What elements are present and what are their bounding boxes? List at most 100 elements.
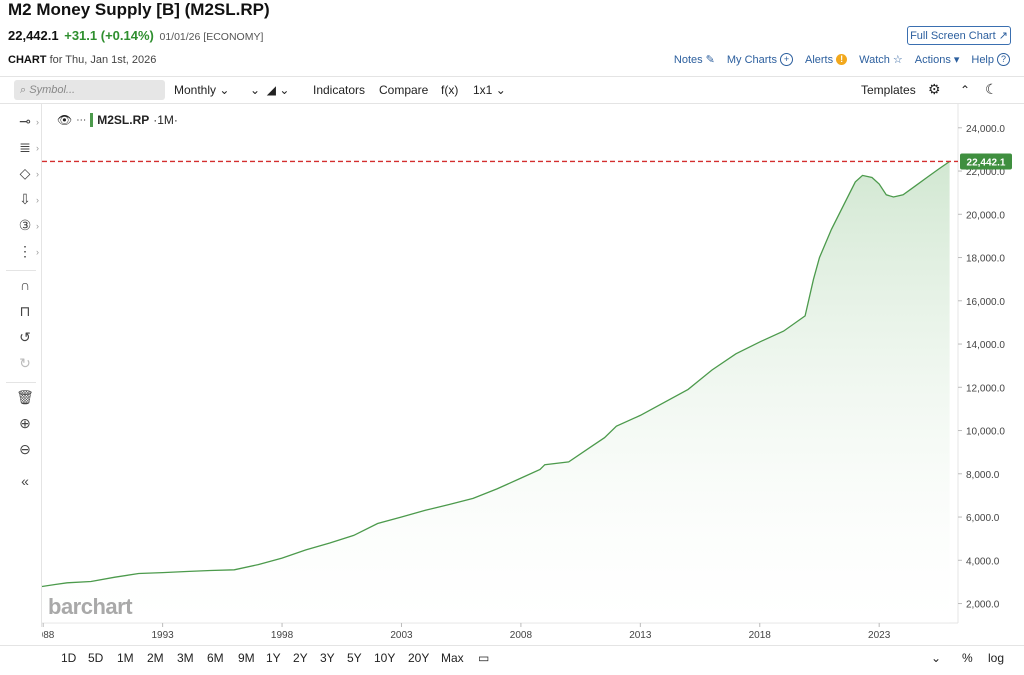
arrow-tool-icon[interactable]: ⇩ › [19, 191, 39, 207]
chart-date-label: CHART for Thu, Jan 1st, 2026 [8, 54, 156, 66]
range-bar [0, 645, 1024, 675]
range-2y[interactable]: 2Y [293, 651, 308, 665]
pattern-tool-icon[interactable]: ⋮ › [18, 243, 39, 259]
drawing-tools-panel: ⊸ › ≣ › ◇ › ⇩ › ③ › ⋮ › ∩ ⊓ ↺ ↻ 🗑 ⊕ ⊖ « [0, 104, 42, 627]
x-tick-label: 1993 [151, 630, 174, 641]
collapse-panel-icon[interactable]: « [21, 473, 29, 489]
collapse-up-icon[interactable]: ⌃ [960, 83, 971, 97]
range-1y[interactable]: 1Y [266, 651, 281, 665]
range-9m[interactable]: 9M [238, 651, 255, 665]
chart-type-dropdown[interactable]: ⌄ ◢ ⌄ [250, 83, 289, 97]
range-2m[interactable]: 2M [147, 651, 164, 665]
unlock-icon[interactable]: ⊓ [19, 303, 31, 319]
actions-menu[interactable]: Actions ▾ [915, 53, 960, 67]
layout-dropdown[interactable]: 1x1 ⌄ [473, 83, 506, 97]
period-label: Monthly [174, 83, 217, 97]
period-dropdown[interactable]: Monthly ⌄ [174, 83, 229, 97]
calendar-icon[interactable]: ▭ [478, 651, 490, 665]
y-tick-label: 18,000.0 [966, 254, 1005, 265]
help-link[interactable]: Help? [971, 53, 1010, 66]
range-3y[interactable]: 3Y [320, 651, 335, 665]
notes-link[interactable]: Notes ✎ [673, 53, 715, 67]
notes-label: Notes [673, 53, 703, 66]
barchart-watermark: barchart [48, 594, 133, 619]
x-tick-label: 2008 [510, 630, 533, 641]
zoom-in-icon[interactable]: ⊕ [19, 415, 31, 431]
x-tick-label: 1988 [42, 630, 55, 641]
y-tick-label: 24,000.0 [966, 124, 1005, 135]
chart-links: Notes ✎ My Charts + Alerts! Watch ☆ Actions… [662, 53, 1010, 66]
help-label: Help [971, 53, 994, 66]
range-1m[interactable]: 1M [117, 651, 134, 665]
price-chart[interactable]: 2,000.0 4,000.0 6,000.0 8,000.0 10,000.0 12,0… [42, 104, 1024, 645]
my-charts-link[interactable]: My Charts + [727, 53, 793, 66]
plus-circle-icon: + [780, 53, 793, 66]
series-legend[interactable]: 👁 ⋯ M2SL.RP ·1M· [57, 113, 178, 127]
legend-interval: ·1M· [153, 113, 178, 127]
price-change: +31.1 (+0.14%) [64, 28, 154, 43]
range-5d[interactable]: 5D [88, 651, 104, 665]
magnet-icon[interactable]: ∩ [19, 277, 31, 293]
area-chart-icon: ◢ [266, 83, 276, 97]
watch-link[interactable]: Watch ☆ [859, 53, 903, 67]
range-1d[interactable]: 1D [61, 651, 77, 665]
chevron-down-icon: ⌄ [250, 83, 261, 97]
quote-meta: 01/01/26 [ECONOMY] [159, 31, 264, 43]
range-3m[interactable]: 3M [177, 651, 194, 665]
chart-for-text: for Thu, Jan 1st, 2026 [49, 54, 157, 66]
number-marker-icon[interactable]: ③ › [18, 217, 39, 233]
range-5y[interactable]: 5Y [347, 651, 362, 665]
page-title: M2 Money Supply [B] (M2SL.RP) [8, 0, 270, 19]
y-tick-label: 6,000.0 [966, 513, 1000, 524]
series-color-swatch [90, 113, 94, 127]
y-tick-label: 2,000.0 [966, 600, 1000, 611]
legend-symbol: M2SL.RP [97, 113, 150, 127]
indicators-button[interactable]: Indicators [313, 83, 366, 97]
x-axis: 1988 1993 1998 2003 2008 2013 2018 2023 [42, 623, 891, 641]
full-screen-chart-button[interactable]: Full Screen Chart ↗ [907, 26, 1011, 45]
shapes-tool-icon[interactable]: ◇ › [19, 165, 39, 181]
chevron-down-icon: ⌄ [279, 83, 290, 97]
series-area [42, 161, 950, 623]
y-tick-label: 16,000.0 [966, 297, 1005, 308]
range-6m[interactable]: 6M [207, 651, 224, 665]
price-tag-box [960, 153, 1012, 170]
last-price-tag: 22,442.1 [960, 153, 1012, 170]
y-tick-label: 10,000.0 [966, 427, 1005, 438]
price-tag-label: 22,442.1 [967, 157, 1006, 168]
chevron-down-icon: ⌄ [495, 83, 506, 97]
edit-icon: ✎ [705, 54, 715, 66]
undo-icon[interactable]: ↺ [19, 329, 31, 345]
caret-down-icon: ▾ [953, 54, 960, 66]
redo-icon[interactable]: ↻ [19, 355, 31, 371]
search-placeholder: Symbol... [29, 84, 76, 96]
more-dots-icon[interactable]: ⋯ [76, 114, 87, 126]
y-tick-label: 14,000.0 [966, 340, 1005, 351]
log-toggle[interactable]: log [988, 651, 1005, 665]
range-max[interactable]: Max [441, 651, 464, 665]
range-10y[interactable]: 10Y [374, 651, 396, 665]
dark-mode-icon[interactable]: ☾ [985, 81, 998, 97]
chevron-down-icon: ⌄ [219, 83, 230, 97]
fibonacci-tool-icon[interactable]: ≣ › [19, 139, 39, 155]
y-tick-label: 12,000.0 [966, 383, 1005, 394]
function-button[interactable]: f(x) [441, 83, 459, 97]
templates-button[interactable]: Templates [861, 83, 916, 97]
quote-line: 22,442.1 +31.1 (+0.14%) 01/01/26 [ECONOM… [8, 28, 263, 43]
range-20y[interactable]: 20Y [408, 651, 430, 665]
layout-label: 1x1 [473, 83, 493, 97]
chart-label: CHART [8, 54, 47, 66]
x-tick-label: 2013 [629, 630, 652, 641]
alerts-link[interactable]: Alerts! [805, 53, 848, 66]
percent-toggle[interactable]: % [962, 651, 973, 665]
double-chevron-down-icon[interactable]: ⌄ [931, 651, 942, 665]
compare-button[interactable]: Compare [379, 83, 429, 97]
y-tick-label: 22,000.0 [966, 167, 1005, 178]
line-tool-icon[interactable]: ⊸ › [19, 113, 39, 129]
eye-icon[interactable]: 👁 [57, 113, 73, 127]
symbol-search-input[interactable]: ⌕ Symbol... [14, 80, 165, 100]
trash-icon[interactable]: 🗑 [16, 389, 34, 405]
settings-gear-icon[interactable]: ⚙ [928, 81, 941, 97]
alert-icon: ! [836, 54, 848, 65]
zoom-out-icon[interactable]: ⊖ [19, 441, 31, 457]
